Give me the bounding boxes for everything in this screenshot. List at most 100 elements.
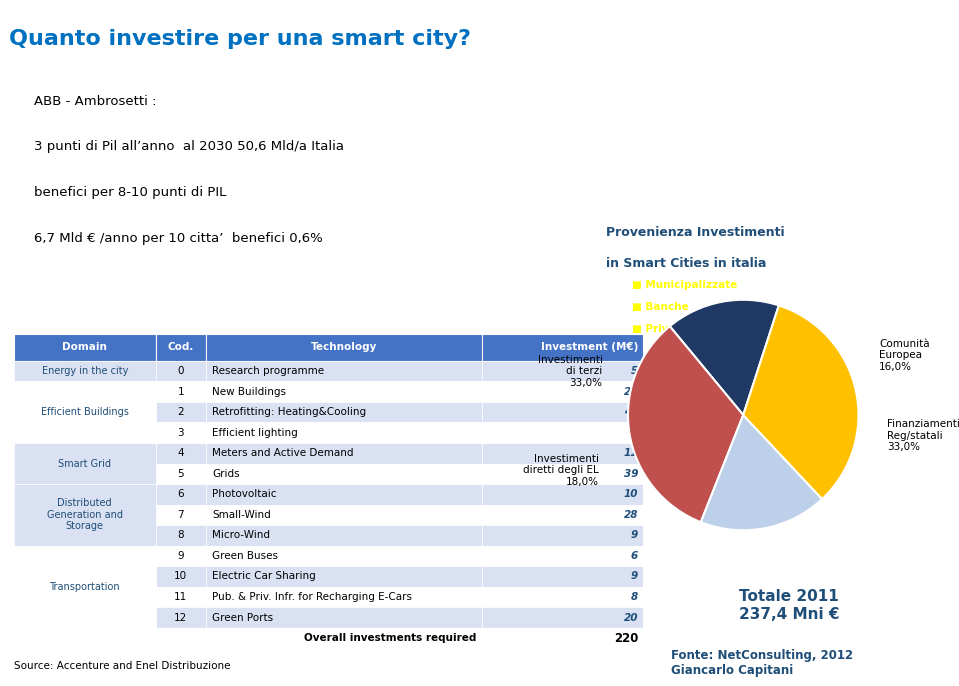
Bar <box>206 607 482 628</box>
Bar <box>14 381 155 402</box>
Bar <box>155 381 206 402</box>
Bar <box>206 545 482 566</box>
Text: Quanto investire per una smart city?: Quanto investire per una smart city? <box>9 29 471 49</box>
Text: 8: 8 <box>631 592 638 602</box>
Bar <box>14 484 155 545</box>
Text: Photovoltaic: Photovoltaic <box>212 489 277 499</box>
Text: 11: 11 <box>623 448 638 458</box>
Bar <box>14 361 155 381</box>
Text: 11: 11 <box>175 592 187 602</box>
Text: ■ Privati: ■ Privati <box>632 324 685 335</box>
Text: Energy in the city: Energy in the city <box>41 366 128 376</box>
Bar <box>482 443 643 464</box>
Bar <box>155 402 206 423</box>
Text: Smart Grid: Smart Grid <box>58 458 111 469</box>
Text: 4: 4 <box>177 448 184 458</box>
Text: Pub. & Priv. Infr. for Recharging E-Cars: Pub. & Priv. Infr. for Recharging E-Cars <box>212 592 412 602</box>
Text: Investment (M€): Investment (M€) <box>541 342 638 353</box>
Text: Comunità
Europea
16,0%: Comunità Europea 16,0% <box>879 338 930 372</box>
Text: 220: 220 <box>614 632 638 645</box>
Text: Source: Accenture and Enel Distribuzione: Source: Accenture and Enel Distribuzione <box>14 661 231 671</box>
Text: ABB - Ambrosetti :: ABB - Ambrosetti : <box>35 95 156 108</box>
Bar <box>482 587 643 607</box>
Bar <box>14 402 155 423</box>
Bar <box>482 381 643 402</box>
Text: Technology: Technology <box>311 342 377 353</box>
Text: Finanziamenti
Reg/statali
33,0%: Finanziamenti Reg/statali 33,0% <box>887 419 959 452</box>
Text: 9: 9 <box>631 571 638 582</box>
Text: Investimenti
di terzi
33,0%: Investimenti di terzi 33,0% <box>538 355 602 388</box>
Text: in Smart Cities in italia: in Smart Cities in italia <box>606 257 766 270</box>
Text: Small-Wind: Small-Wind <box>212 510 271 520</box>
Bar <box>155 361 206 381</box>
Wedge shape <box>743 305 858 499</box>
Wedge shape <box>701 415 822 530</box>
Text: 8: 8 <box>177 530 184 541</box>
Text: Investimenti
diretti degli EL
18,0%: Investimenti diretti degli EL 18,0% <box>524 453 599 487</box>
Bar <box>206 505 482 525</box>
Bar <box>155 566 206 587</box>
Text: 3: 3 <box>177 427 184 438</box>
Bar <box>482 361 643 381</box>
Bar <box>482 607 643 628</box>
Wedge shape <box>669 300 779 415</box>
Text: Research programme: Research programme <box>212 366 324 376</box>
Text: 2: 2 <box>177 407 184 417</box>
Text: Transportation: Transportation <box>50 582 120 592</box>
Text: 22: 22 <box>623 387 638 397</box>
Text: 12: 12 <box>175 613 187 623</box>
Text: Cod.: Cod. <box>168 342 194 353</box>
Bar <box>14 443 155 464</box>
Bar <box>206 334 482 361</box>
Bar <box>14 545 155 566</box>
Bar <box>206 628 482 648</box>
Text: New Buildings: New Buildings <box>212 387 286 397</box>
Bar <box>155 443 206 464</box>
Bar <box>482 484 643 505</box>
Bar <box>206 361 482 381</box>
Text: Efficient lighting: Efficient lighting <box>212 427 298 438</box>
Text: Overall investments required: Overall investments required <box>304 633 476 643</box>
Text: Investimenti  220 Mln €: Investimenti 220 Mln € <box>31 320 251 338</box>
Bar <box>206 587 482 607</box>
Bar <box>14 484 155 505</box>
Text: Electric Car Sharing: Electric Car Sharing <box>212 571 316 582</box>
Text: 0: 0 <box>177 366 184 376</box>
Bar <box>206 464 482 484</box>
Bar <box>206 381 482 402</box>
Bar <box>155 628 206 648</box>
Bar <box>14 464 155 484</box>
Bar <box>155 423 206 443</box>
Text: ■ Municipalizzate: ■ Municipalizzate <box>632 280 737 289</box>
Bar <box>482 566 643 587</box>
Text: Micro-Wind: Micro-Wind <box>212 530 270 541</box>
Bar <box>482 402 643 423</box>
Bar <box>14 628 155 648</box>
Text: 6,7 Mld € /anno per 10 citta’  benefici 0,6%: 6,7 Mld € /anno per 10 citta’ benefici 0… <box>35 233 323 246</box>
Bar <box>482 628 643 648</box>
Bar <box>14 545 155 628</box>
Bar <box>482 334 643 361</box>
Bar <box>14 443 155 484</box>
Bar <box>206 566 482 587</box>
Bar <box>155 525 206 545</box>
Text: 47: 47 <box>623 407 638 417</box>
Bar <box>482 464 643 484</box>
Bar <box>155 464 206 484</box>
Text: 1: 1 <box>177 387 184 397</box>
Bar <box>14 505 155 525</box>
Bar <box>14 607 155 628</box>
Bar <box>14 334 155 361</box>
Text: 6: 6 <box>631 551 638 561</box>
Bar <box>14 587 155 607</box>
Bar <box>155 607 206 628</box>
Text: Domain: Domain <box>62 342 107 353</box>
Bar <box>155 484 206 505</box>
Text: Green Ports: Green Ports <box>212 613 273 623</box>
Text: 3 punti di Pil all’anno  al 2030 50,6 Mld/a Italia: 3 punti di Pil all’anno al 2030 50,6 Mld… <box>35 141 344 154</box>
Bar <box>482 525 643 545</box>
Text: 10: 10 <box>623 489 638 499</box>
Text: Retrofitting: Heating&Cooling: Retrofitting: Heating&Cooling <box>212 407 366 417</box>
Text: 7: 7 <box>177 510 184 520</box>
Text: 20: 20 <box>623 613 638 623</box>
